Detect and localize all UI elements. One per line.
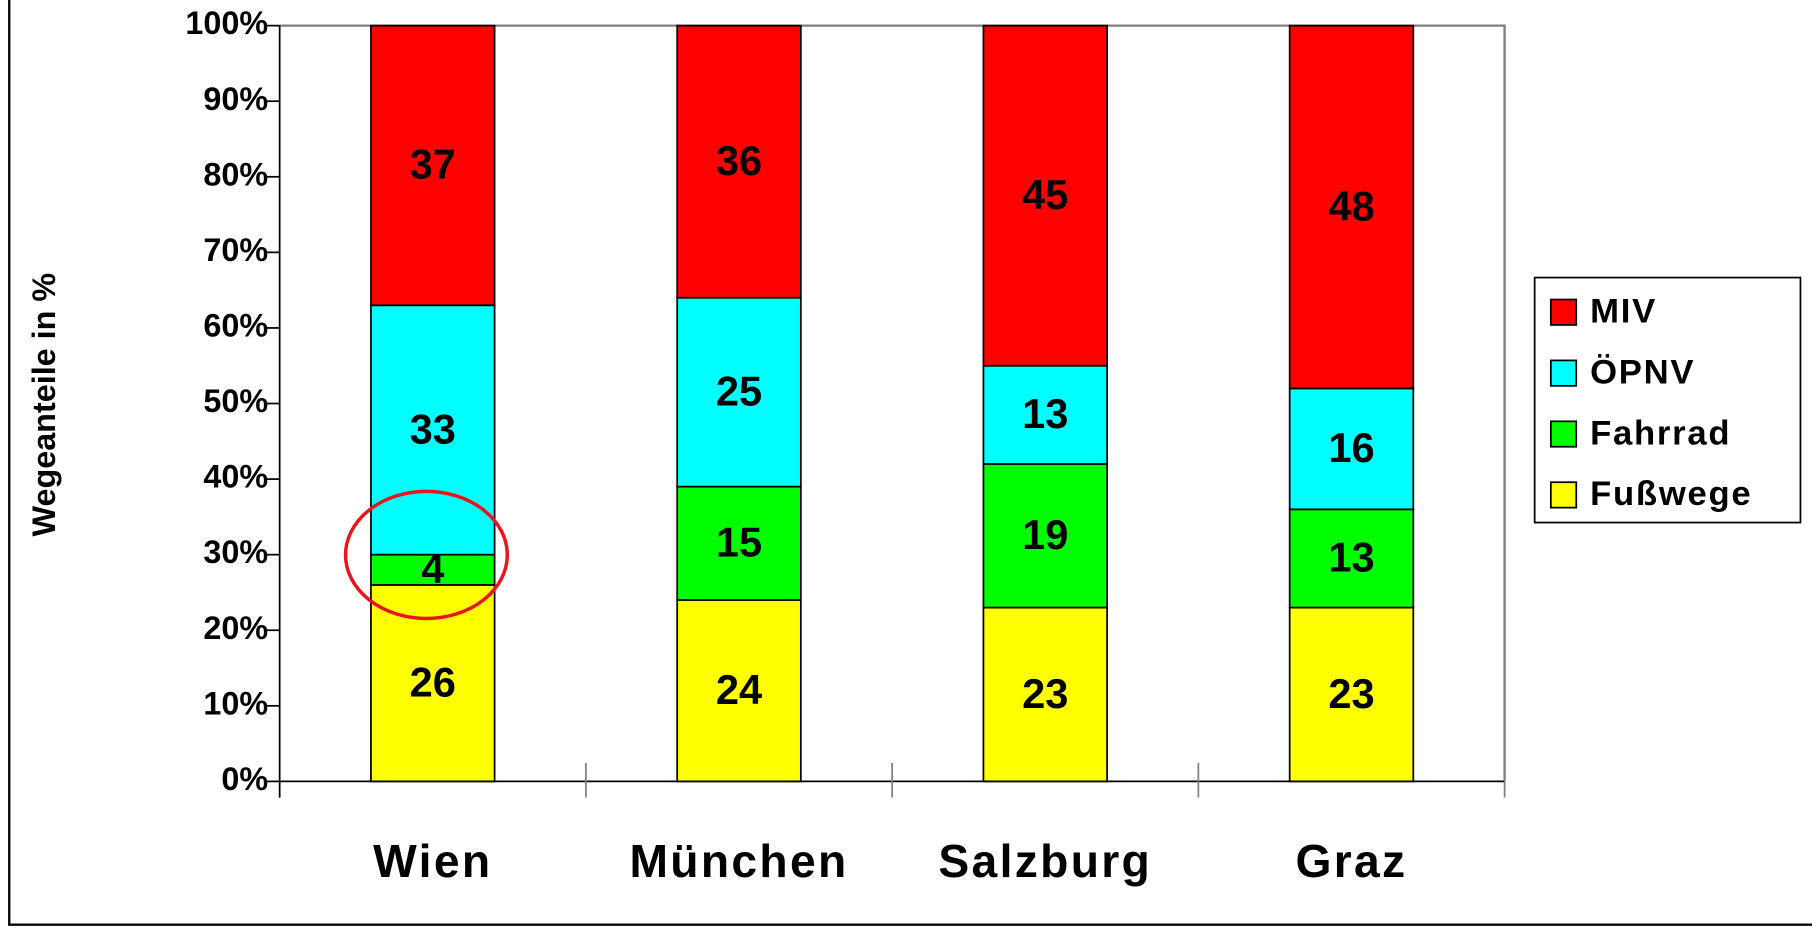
value-label: 37 — [410, 141, 456, 188]
legend-label: Fußwege — [1590, 475, 1752, 513]
bar-segment — [676, 24, 802, 299]
legend-label: ÖPNV — [1590, 352, 1695, 391]
bar-segment — [676, 485, 802, 601]
y-tick-label: 60% — [203, 307, 268, 343]
value-label: 13 — [1328, 534, 1374, 581]
bar-segment — [370, 24, 496, 307]
bar-segment — [370, 304, 496, 556]
value-label: 25 — [716, 367, 762, 414]
value-label: 4 — [421, 545, 444, 592]
highlight-circle — [343, 489, 510, 621]
bar-segment — [982, 463, 1108, 609]
value-label: 24 — [716, 666, 762, 713]
legend-box — [1533, 276, 1802, 524]
frame — [8, 0, 1812, 926]
value-label: 45 — [1022, 171, 1068, 218]
legend-label: MIV — [1590, 293, 1657, 331]
x-tick-label: Graz — [1295, 835, 1407, 887]
value-label: 23 — [1022, 670, 1068, 717]
bar-segment — [982, 24, 1108, 367]
y-tick-label: 50% — [203, 383, 268, 419]
value-label: 48 — [1328, 182, 1374, 229]
x-tick-label: Wien — [373, 835, 492, 887]
y-tick-label: 30% — [203, 534, 268, 570]
value-label: 16 — [1328, 424, 1374, 471]
x-tick-label: Salzburg — [938, 835, 1152, 887]
legend-label: Fahrrad — [1590, 414, 1731, 452]
x-tick-label: München — [629, 835, 848, 887]
value-label: 26 — [410, 658, 456, 705]
legend-swatch — [1549, 359, 1578, 387]
y-tick-label: 40% — [203, 459, 268, 495]
y-tick-label: 80% — [203, 156, 268, 192]
bar-segment — [370, 553, 496, 586]
value-label: 23 — [1328, 670, 1374, 717]
y-tick-label: 20% — [203, 610, 268, 646]
value-label: 13 — [1022, 390, 1068, 437]
value-label: 19 — [1022, 511, 1068, 558]
value-label: 33 — [410, 405, 456, 452]
value-label: 15 — [716, 519, 762, 566]
legend-swatch — [1549, 420, 1578, 448]
y-tick-label: 90% — [203, 81, 268, 117]
bar-segment — [1288, 24, 1415, 390]
y-tick-label: 10% — [203, 685, 268, 721]
legend-swatch — [1549, 298, 1578, 326]
bar-segment — [676, 296, 802, 488]
legend-swatch — [1549, 481, 1578, 509]
bar-segment — [676, 599, 802, 783]
y-axis-title: Wegeanteile in % — [26, 273, 62, 537]
value-label: 36 — [716, 137, 762, 184]
y-tick-label: 70% — [203, 232, 268, 268]
y-tick-label: 100% — [185, 5, 268, 41]
bar-segment — [1288, 387, 1415, 511]
bar-segment — [982, 606, 1108, 783]
bar-segment — [982, 364, 1108, 465]
y-tick-label: 0% — [221, 761, 268, 797]
